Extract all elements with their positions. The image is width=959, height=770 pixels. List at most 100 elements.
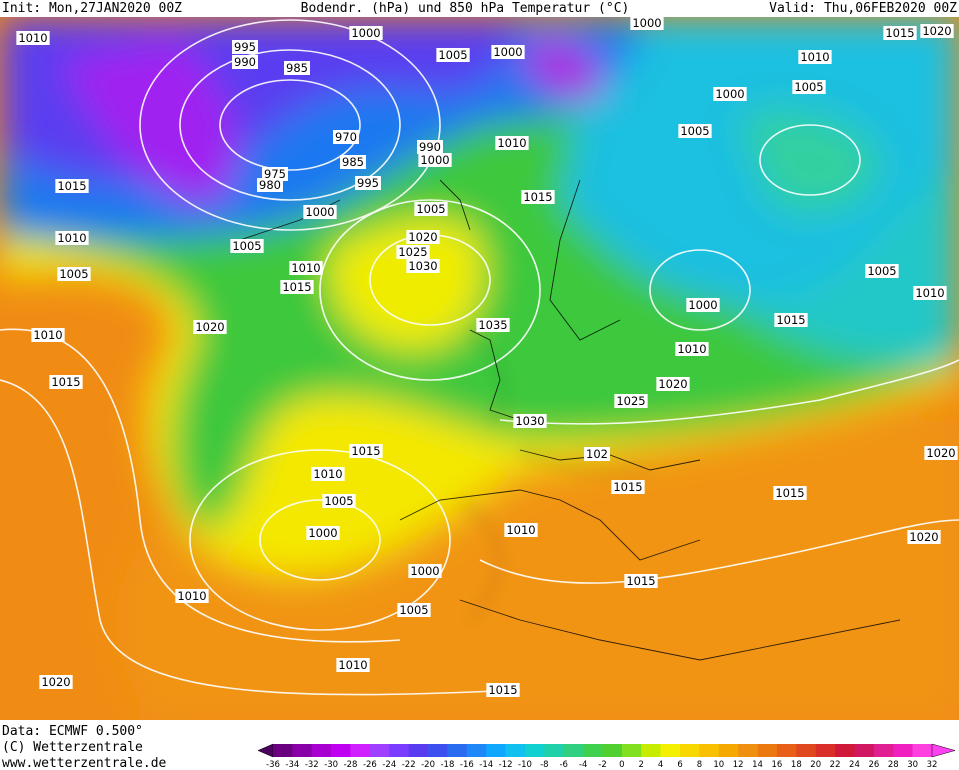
isobar-label: 1035 bbox=[476, 318, 510, 332]
isobar-label-box bbox=[611, 480, 645, 494]
isobar-label-box bbox=[340, 155, 366, 169]
colorbar-swatch bbox=[873, 744, 894, 757]
colorbar-label: 18 bbox=[791, 760, 802, 770]
isobar-label-box bbox=[417, 140, 443, 154]
isobar-label-text: 1000 bbox=[632, 16, 661, 30]
isobar-label-box bbox=[232, 55, 258, 69]
isobar-label-box bbox=[883, 26, 917, 40]
isobar-label-text: 1000 bbox=[410, 564, 439, 578]
isobar-label: 1005 bbox=[397, 603, 431, 617]
colorbar-label: 14 bbox=[752, 760, 763, 770]
isobar-label: 1000 bbox=[491, 45, 525, 59]
colorbar-swatch bbox=[505, 744, 526, 757]
isobar-label-box bbox=[289, 261, 323, 275]
colorbar-swatch bbox=[583, 744, 603, 757]
isobar-label-box bbox=[57, 267, 91, 281]
isobar-label: 970 bbox=[333, 130, 359, 144]
isobar-label-box bbox=[406, 259, 440, 273]
colorbar-swatch bbox=[389, 744, 409, 757]
isobar-label-box bbox=[396, 245, 430, 259]
colorbar-swatch bbox=[563, 744, 584, 757]
isobar-label-text: 1010 bbox=[313, 467, 342, 481]
colorbar-label: -32 bbox=[305, 760, 319, 770]
isobar-label-text: 1010 bbox=[18, 31, 47, 45]
isobar-label-text: 1010 bbox=[497, 136, 526, 150]
colorbar-label: -30 bbox=[324, 760, 338, 770]
isobar-label-text: 990 bbox=[234, 55, 256, 69]
header: Init: Mon,27JAN2020 00Z Bodendr. (hPa) u… bbox=[2, 1, 957, 16]
isobar-label-text: 1025 bbox=[616, 394, 645, 408]
isobar-label-box bbox=[656, 377, 690, 391]
colorbar-swatch bbox=[369, 744, 390, 757]
colorbar-swatch bbox=[835, 744, 855, 757]
colorbar-label: 8 bbox=[697, 760, 702, 770]
isobar-label: 1000 bbox=[686, 298, 720, 312]
colorbar-label: 30 bbox=[907, 760, 918, 770]
isobar-label-text: 1015 bbox=[885, 26, 914, 40]
isobar-label-box bbox=[584, 447, 610, 461]
isobar-label: 1005 bbox=[322, 494, 356, 508]
isobar-label-box bbox=[513, 414, 547, 428]
colorbar-swatch bbox=[738, 744, 758, 757]
colorbar-label: -14 bbox=[479, 760, 493, 770]
isobar-label-box bbox=[336, 658, 370, 672]
colorbar-label: 32 bbox=[927, 760, 938, 770]
isobar-label-box bbox=[280, 280, 314, 294]
colorbar-swatch bbox=[680, 744, 700, 757]
isobar-label: 1010 bbox=[289, 261, 323, 275]
isobar-label: 1000 bbox=[303, 205, 337, 219]
isobar-label: 102 bbox=[584, 447, 610, 461]
isobar-label-text: 1000 bbox=[305, 205, 334, 219]
colorbar-swatch bbox=[815, 744, 836, 757]
isobar-label-box bbox=[349, 26, 383, 40]
isobar-label-box bbox=[675, 342, 709, 356]
colorbar-label: -16 bbox=[460, 760, 474, 770]
isobar-label-box bbox=[31, 328, 65, 342]
isobar-label-text: 1020 bbox=[909, 530, 938, 544]
isobar-label-text: 1025 bbox=[398, 245, 427, 259]
isobar-label: 1015 bbox=[611, 480, 645, 494]
isobar-label-text: 1015 bbox=[523, 190, 552, 204]
colorbar-swatch bbox=[912, 744, 933, 757]
isobar-label: 1020 bbox=[907, 530, 941, 544]
colorbar-label: 26 bbox=[868, 760, 879, 770]
isobar-label: 1015 bbox=[774, 313, 808, 327]
colorbar-label: -10 bbox=[518, 760, 532, 770]
isobar-label: 1010 bbox=[55, 231, 89, 245]
isobar-label: 990 bbox=[417, 140, 443, 154]
isobar-label-text: 1020 bbox=[926, 446, 955, 460]
colorbar-swatch bbox=[428, 744, 448, 757]
isobar-label-text: 1005 bbox=[438, 48, 467, 62]
isobar-label-text: 1015 bbox=[351, 444, 380, 458]
isobar-label: 985 bbox=[284, 61, 310, 75]
isobar-label-text: 1000 bbox=[351, 26, 380, 40]
isobar-label-box bbox=[678, 124, 712, 138]
colorbar-swatch bbox=[796, 744, 817, 757]
isobar-label-box bbox=[491, 45, 525, 59]
isobar-label-box bbox=[486, 683, 520, 697]
isobar-label-text: 980 bbox=[259, 178, 281, 192]
colorbar-swatch bbox=[350, 744, 371, 757]
colorbar-swatch bbox=[757, 744, 778, 757]
colorbar-label: -22 bbox=[402, 760, 416, 770]
isobar-label: 1030 bbox=[406, 259, 440, 273]
isobar-label-text: 1015 bbox=[613, 480, 642, 494]
isobar-label: 1020 bbox=[920, 24, 954, 38]
isobar-label-text: 1020 bbox=[922, 24, 951, 38]
isobar-label: 1000 bbox=[418, 153, 452, 167]
isobar-label: 1005 bbox=[57, 267, 91, 281]
isobar-label: 1005 bbox=[678, 124, 712, 138]
isobar-label: 1010 bbox=[495, 136, 529, 150]
isobar-label-text: 1035 bbox=[478, 318, 507, 332]
isobar-label-text: 1030 bbox=[515, 414, 544, 428]
isobar-label: 1015 bbox=[773, 486, 807, 500]
isobar-label-text: 1015 bbox=[626, 574, 655, 588]
isobar-label: 1015 bbox=[624, 574, 658, 588]
footer: Data: ECMWF 0.500° (C) Wetterzentrale ww… bbox=[2, 724, 167, 770]
colorbar-swatch bbox=[292, 744, 313, 757]
isobar-label: 1015 bbox=[883, 26, 917, 40]
isobar-label: 1010 bbox=[798, 50, 832, 64]
isobar-label-text: 1010 bbox=[338, 658, 367, 672]
colorbar-label: -34 bbox=[285, 760, 299, 770]
isobar-label-box bbox=[55, 179, 89, 193]
